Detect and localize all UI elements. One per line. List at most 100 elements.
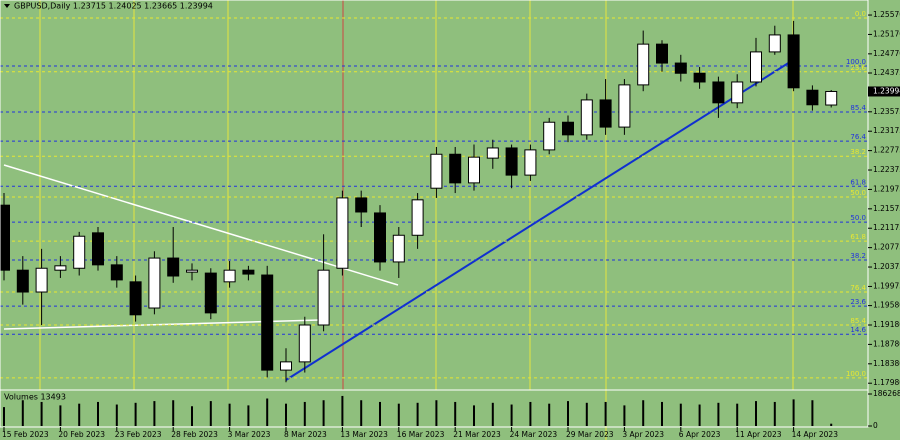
candle-body	[787, 34, 800, 89]
y-tick-label: 1.24770	[873, 49, 900, 58]
candle-body	[374, 212, 386, 263]
candle-body	[0, 204, 10, 271]
fib-label: 100.0	[846, 58, 866, 66]
y-tick-label: 1.19975	[873, 281, 900, 290]
candle-body	[731, 81, 744, 104]
fib-label: 0.0	[855, 10, 866, 18]
candle-body	[129, 281, 142, 316]
y-tick-label: 1.21975	[873, 184, 900, 193]
x-tick-label: 3 Apr 2023	[622, 430, 664, 439]
candle-body	[167, 257, 180, 277]
volume-tick-label: 0	[873, 421, 878, 430]
candle-body	[35, 267, 48, 293]
candle-body	[204, 272, 217, 314]
candle-body	[637, 43, 650, 86]
candle-body	[656, 43, 668, 64]
candle-body	[505, 147, 518, 176]
trend-line	[3, 164, 399, 286]
y-tick-label: 1.23575	[873, 107, 900, 116]
candle-body	[750, 51, 762, 83]
y-tick-label: 1.17980	[873, 378, 900, 387]
y-tick-label: 1.19180	[873, 320, 900, 329]
symbol-icon	[4, 4, 10, 8]
fib-label: 76.4	[850, 284, 866, 292]
candle-body	[392, 234, 405, 263]
fib-label: 100.0	[846, 370, 866, 378]
candle-body	[580, 99, 593, 136]
candle-body	[768, 34, 781, 53]
x-tick-label: 15 Feb 2023	[2, 430, 49, 439]
y-tick-label: 1.22775	[873, 146, 900, 155]
fib-label: 85.4	[850, 104, 866, 112]
trend-line	[285, 61, 791, 381]
y-tick-label: 1.25170	[873, 29, 900, 38]
candle-body	[674, 62, 687, 74]
plot: 100.0 85.4 76.4 61.8 50.0 38.2 23.6 14.6 0.0 23.6…	[0, 10, 868, 426]
y-tick-label: 1.21175	[873, 223, 900, 232]
candle-body	[693, 72, 706, 83]
fib-label: 23.6	[850, 298, 866, 306]
candle-body	[280, 361, 292, 371]
candle-body	[618, 84, 631, 128]
x-tick-label: 28 Feb 2023	[171, 430, 218, 439]
candle-body	[355, 197, 368, 213]
x-tick-label: 21 Mar 2023	[453, 430, 501, 439]
fib-label: 23.6	[850, 64, 866, 72]
x-tick-label: 14 Apr 2023	[792, 430, 839, 439]
x-tick-label: 6 Apr 2023	[679, 430, 721, 439]
y-tick-label: 1.21575	[873, 204, 900, 213]
volume-frame	[0, 389, 869, 428]
candle-body	[524, 149, 537, 176]
fib-label: 50.0	[850, 214, 866, 222]
fib-label: 50.0	[850, 189, 866, 197]
fib-label: 61.8	[850, 233, 866, 241]
y-tick-label: 1.19580	[873, 301, 900, 310]
y-tick-label: 1.20775	[873, 243, 900, 252]
x-tick-label: 23 Feb 2023	[115, 430, 162, 439]
x-tick-label: 8 Mar 2023	[284, 430, 327, 439]
x-tick-label: 24 Mar 2023	[510, 430, 558, 439]
fib-label: 14.6	[850, 326, 866, 334]
axis: 1.25570 1.25170 1.24770 1.24375 1.23575 1.231…	[2, 10, 900, 439]
current-price: 1.23994	[873, 86, 900, 95]
candle-body	[73, 235, 86, 269]
x-tick-label: 20 Feb 2023	[58, 430, 105, 439]
candle-body	[16, 269, 29, 293]
candle-body	[468, 156, 480, 184]
candle-body	[336, 197, 349, 269]
candle-body	[599, 99, 612, 128]
candle-body	[486, 147, 499, 159]
candle-body	[411, 199, 424, 236]
candle-body	[317, 269, 330, 326]
candle-body	[298, 324, 311, 363]
candle-body	[543, 121, 556, 151]
fib-label: 76.4	[850, 133, 866, 141]
candle-body	[110, 264, 123, 281]
candle-body	[825, 90, 838, 106]
candle-body	[712, 81, 725, 104]
candle-body	[261, 274, 274, 371]
candle-body	[430, 153, 443, 189]
fib-label: 38.2	[850, 148, 866, 156]
y-tick-label: 1.20375	[873, 262, 900, 271]
x-tick-label: 11 Apr 2023	[735, 430, 782, 439]
candle-body	[806, 89, 819, 106]
x-tick-label: 13 Mar 2023	[340, 430, 388, 439]
y-tick-label: 1.25570	[873, 10, 900, 19]
y-tick-label: 1.24375	[873, 68, 900, 77]
candle-body	[92, 232, 104, 266]
volume-title: Volumes 13493	[4, 393, 66, 402]
x-tick-label: 3 Mar 2023	[228, 430, 271, 439]
y-tick-label: 1.18380	[873, 359, 900, 368]
fib-label: 38.2	[850, 252, 866, 260]
fib-label: 61.8	[850, 178, 866, 186]
candle-body	[54, 265, 67, 271]
x-tick-label: 29 Mar 2023	[566, 430, 614, 439]
y-tick-label: 1.22375	[873, 165, 900, 174]
y-tick-label: 1.18780	[873, 339, 900, 348]
candle-body	[562, 121, 574, 136]
candle-body	[186, 269, 198, 273]
candle-body	[223, 269, 236, 283]
x-tick-label: 16 Mar 2023	[397, 430, 445, 439]
